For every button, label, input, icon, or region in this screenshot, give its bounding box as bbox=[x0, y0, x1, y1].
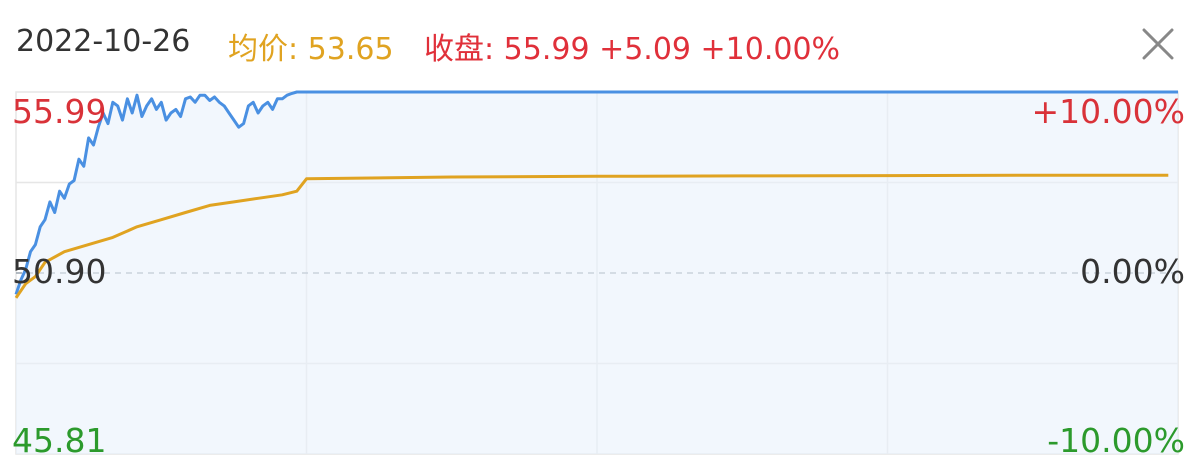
tick-label-high: 55.99 bbox=[12, 92, 107, 131]
average-price-label: 均价: 53.65 bbox=[228, 32, 394, 67]
tick-label-pct-high: +10.00% bbox=[1031, 92, 1185, 131]
tick-label-prev-close: 50.90 bbox=[12, 252, 107, 291]
chart-header: 2022-10-26 均价: 53.65 收盘: 55.99 +5.09 +10… bbox=[0, 0, 1199, 80]
close-price-label: 收盘: 55.99 +5.09 +10.00% bbox=[424, 32, 841, 67]
tick-label-low: 45.81 bbox=[12, 421, 107, 460]
tick-label-pct-zero: 0.00% bbox=[1080, 252, 1185, 291]
close-icon[interactable] bbox=[1138, 24, 1178, 64]
average-series-line bbox=[14, 173, 1169, 299]
chart-canvas bbox=[14, 90, 1179, 455]
date-label: 2022-10-26 bbox=[16, 24, 191, 59]
price-series-line bbox=[14, 90, 1178, 295]
tick-label-pct-low: -10.00% bbox=[1047, 421, 1185, 460]
intraday-chart[interactable]: 55.99 50.90 45.81 +10.00% 0.00% -10.00% bbox=[0, 80, 1199, 465]
price-area-fill bbox=[16, 92, 1178, 454]
